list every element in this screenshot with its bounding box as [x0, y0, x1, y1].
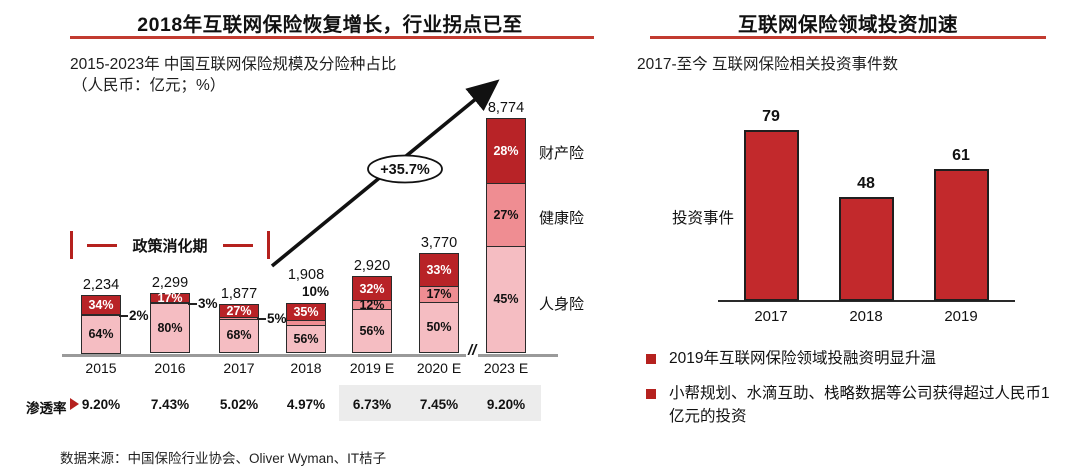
left-chart-unit: （人民币：亿元；%）: [72, 77, 226, 94]
penetration-value: 6.73%: [352, 397, 392, 412]
growth-rate-label: +35.7%: [380, 162, 430, 178]
stacked-bar: 27% 68%: [219, 304, 259, 355]
investment-bar: [838, 197, 894, 301]
bar-total-label: 3,770: [420, 235, 458, 252]
policy-period-bracket: 政策消化期: [70, 231, 270, 259]
penetration-value: 4.97%: [286, 397, 326, 412]
segment-health: 27%: [486, 183, 526, 248]
bar-value-label: 79: [762, 108, 780, 126]
bar-total-label: 2,299: [151, 274, 189, 291]
x-axis-category: 2020 E: [416, 360, 462, 376]
x-axis-category: 2016: [154, 360, 186, 376]
segment-life: 80%: [150, 303, 190, 354]
bar-total-label: 8,774: [487, 100, 525, 117]
triangle-right-icon: [70, 398, 79, 410]
bracket-right-cap: [267, 231, 270, 259]
x-axis-category: 2015: [85, 360, 117, 376]
segment-life: 50%: [419, 302, 459, 353]
stacked-bar: 28% 27% 45%: [486, 118, 526, 355]
axis-break-mark: //: [466, 342, 479, 359]
x-axis-category: 2019 E: [349, 360, 395, 376]
bullet-item: 小帮规划、水滴互助、栈略数据等公司获得超过人民币1亿元的投资: [646, 383, 1058, 428]
health-outside-label: 3%: [198, 296, 218, 312]
bullet-text: 2019年互联网保险领域投融资明显升温: [669, 350, 936, 367]
bracket-dash: [87, 243, 117, 247]
penetration-value: 7.43%: [150, 397, 190, 412]
left-chart-title: 2018年互联网保险恢复增长，行业拐点已至: [137, 14, 523, 36]
right-chart-subtitle: 2017-至今 互联网保险相关投资事件数: [637, 56, 898, 73]
segment-property: 27%: [219, 304, 259, 318]
bullet-square-icon: [646, 389, 656, 400]
left-chart-subtitle: 2015-2023年 中国互联网保险规模及分险种占比: [70, 56, 397, 73]
bracket-left-cap: [70, 231, 73, 259]
health-outside-label: 2%: [129, 307, 149, 323]
stacked-bar: 34% 64%: [81, 294, 121, 355]
legend-life: 人身险: [539, 295, 585, 313]
policy-period-label: 政策消化期: [132, 237, 208, 255]
stacked-bar: 17% 80%: [150, 292, 190, 355]
x-axis-category: 2018: [290, 360, 322, 376]
bracket-dash: [223, 243, 253, 247]
left-x-axis: [62, 354, 558, 357]
x-axis-category: 2018: [849, 308, 883, 325]
bar-total-label: 1,908: [287, 267, 325, 284]
stacked-bar: 33% 17% 50%: [419, 253, 459, 355]
x-axis-category: 2023 E: [483, 360, 529, 376]
bar-total-label: 2,920: [353, 258, 391, 275]
bar-total-label: 1,877: [220, 286, 258, 303]
segment-life: 56%: [286, 324, 326, 353]
forecast-highlight-band: [339, 385, 541, 421]
investment-bar: [743, 130, 799, 301]
segment-life: 56%: [352, 308, 392, 353]
data-source-note: 数据来源：中国保险行业协会、Oliver Wyman、IT桔子: [60, 451, 387, 466]
left-title-underline: [70, 36, 594, 39]
segment-property: 33%: [419, 253, 459, 287]
health-outside-label: 10%: [302, 284, 330, 300]
bar-value-label: 61: [952, 147, 970, 165]
penetration-value: 9.20%: [81, 397, 121, 412]
segment-property: 17%: [150, 292, 190, 304]
legend-property: 财产险: [539, 145, 585, 163]
growth-ellipse: [367, 154, 443, 184]
penetration-value: 5.02%: [219, 397, 259, 412]
segment-life: 68%: [219, 318, 259, 353]
health-outside-label: 5%: [267, 311, 287, 327]
stacked-bar: 32% 12% 56%: [352, 276, 392, 355]
penetration-label: 渗透率: [26, 401, 67, 416]
segment-property: 28%: [486, 118, 526, 185]
penetration-value: 7.45%: [419, 397, 459, 412]
bar-value-label: 48: [857, 175, 875, 193]
bullet-text: 小帮规划、水滴互助、栈略数据等公司获得超过人民币1亿元的投资: [669, 385, 1050, 425]
investment-bar: [933, 169, 989, 301]
right-title-underline: [650, 36, 1046, 39]
segment-life: 45%: [486, 246, 526, 353]
stacked-bar: 35% 56%: [286, 303, 326, 355]
bullet-square-icon: [646, 354, 656, 364]
right-y-axis-label: 投资事件: [672, 210, 735, 227]
x-axis-category: 2019: [944, 308, 978, 325]
health-callout-line: [188, 303, 197, 306]
right-chart-title: 互联网保险领域投资加速: [737, 14, 958, 36]
bullet-item: 2019年互联网保险领域投融资明显升温: [646, 348, 1058, 370]
x-axis-category: 2017: [754, 308, 788, 325]
health-callout-line: [257, 318, 266, 321]
health-callout-line: [119, 314, 128, 317]
penetration-value: 9.20%: [486, 397, 526, 412]
x-axis-category: 2017: [223, 360, 255, 376]
segment-life: 64%: [81, 315, 121, 354]
segment-health: 17%: [419, 285, 459, 304]
insight-bullets: 2019年互联网保险领域投融资明显升温 小帮规划、水滴互助、栈略数据等公司获得超…: [646, 348, 1058, 441]
right-x-axis: [718, 300, 1015, 302]
segment-property: 32%: [352, 276, 392, 302]
segment-property: 35%: [286, 303, 326, 322]
segment-health: 12%: [352, 298, 392, 311]
segment-property: 34%: [81, 294, 121, 316]
bar-total-label: 2,234: [82, 276, 120, 293]
legend-health: 健康险: [539, 210, 585, 228]
